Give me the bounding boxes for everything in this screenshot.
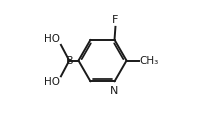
Text: B: B	[65, 56, 73, 66]
Text: N: N	[110, 87, 119, 96]
Text: CH₃: CH₃	[139, 56, 158, 66]
Text: HO: HO	[44, 34, 60, 44]
Text: HO: HO	[44, 77, 60, 87]
Text: F: F	[112, 15, 119, 25]
